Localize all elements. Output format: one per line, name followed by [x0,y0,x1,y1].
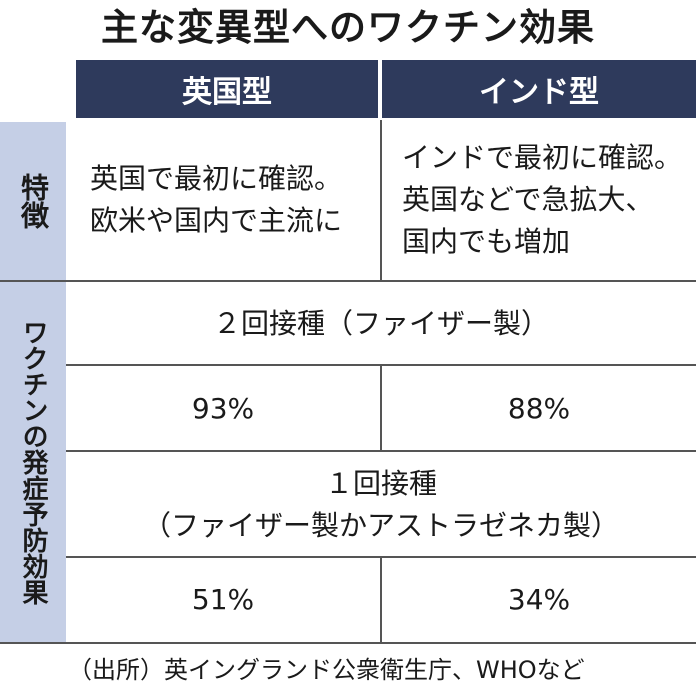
features-india-line-2: 英国などで急拡大、 [402,183,654,216]
header-uk-label: 英国型 [182,75,272,110]
header-india: インド型 [382,60,696,118]
dose2-uk-value-cell: 93% [66,366,380,452]
dose1-label-line-1: １回接種 [324,467,437,500]
divider [380,120,382,280]
dose1-label-cell: １回接種 （ファイザー製かアストラゼネカ製） [66,452,696,558]
features-uk-line-1: 英国で最初に確認。 [90,162,343,195]
dose2-label: ２回接種（ファイザー製） [212,307,549,340]
side-efficacy: ワクチンの発症予防効果 [0,282,66,642]
dose2-label-cell: ２回接種（ファイザー製） [66,282,696,366]
header-india-label: インド型 [479,75,599,110]
side-features-label: 特徴 [17,173,50,229]
features-uk: 英国で最初に確認。 欧米や国内で主流に [66,120,380,280]
dose1-label-line-2: （ファイザー製かアストラゼネカ製） [142,509,619,542]
side-features: 特徴 [0,122,66,280]
features-india-line-1: インドで最初に確認。 [402,141,683,174]
dose2-india-value-cell: 88% [382,366,696,452]
divider [0,280,696,282]
dose2-india-value: 88% [507,392,571,425]
dose1-india-value: 34% [507,583,571,616]
divider [380,366,382,452]
features-india: インドで最初に確認。 英国などで急拡大、 国内でも増加 [382,120,696,280]
dose2-uk-value: 93% [191,392,255,425]
features-india-line-3: 国内でも増加 [402,225,571,258]
source-note: （出所）英イングランド公衆衛生庁、WHOなど [68,656,585,684]
features-uk-line-2: 欧米や国内で主流に [90,204,343,237]
divider [66,364,696,366]
header-uk: 英国型 [76,60,378,118]
dose1-uk-value-cell: 51% [66,558,380,642]
divider [66,556,696,558]
divider [0,642,696,644]
side-efficacy-label: ワクチンの発症予防効果 [18,319,48,605]
efficacy-table: 英国型 インド型 特徴 ワクチンの発症予防効果 英国で最初に確認。 欧米や国内で… [0,60,696,644]
page-title: 主な変異型へのワクチン効果 [101,6,595,49]
dose1-uk-value: 51% [191,583,255,616]
dose1-india-value-cell: 34% [382,558,696,642]
divider [380,558,382,642]
